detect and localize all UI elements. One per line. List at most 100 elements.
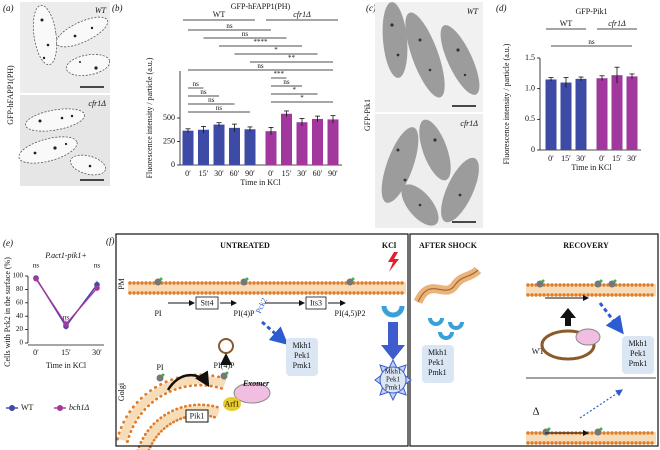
lipid-head: [618, 293, 622, 297]
phosphate: [599, 427, 603, 431]
significance-label: ns: [200, 88, 207, 96]
phosphate: [161, 373, 165, 377]
phosphate: [599, 279, 603, 283]
lipid-head: [590, 283, 594, 287]
lipid-head: [220, 281, 224, 285]
legend-label: cfr1Δ: [293, 10, 311, 19]
lipid-head: [304, 281, 308, 285]
lipid-head: [208, 291, 212, 295]
lipid-head: [308, 291, 312, 295]
lipid-head: [332, 291, 336, 295]
significance-label: ns: [33, 262, 40, 270]
significance-label: ns: [283, 78, 290, 86]
enzyme-label: Its3: [310, 298, 322, 307]
lipid-head: [144, 291, 148, 295]
lipid-head: [182, 415, 186, 419]
lipid-head: [288, 291, 292, 295]
lipid: [220, 372, 228, 380]
x-tick-label: 90′: [245, 169, 255, 178]
lipid-head: [578, 293, 582, 297]
membrane: [526, 432, 656, 444]
lipid-head: [128, 291, 132, 295]
lipid-head: [594, 441, 598, 445]
lipid-head: [594, 293, 598, 297]
lipid-head: [168, 291, 172, 295]
lipid-head: [144, 281, 148, 285]
protein-label: Pmk1: [629, 359, 648, 368]
lipid-head: [176, 281, 180, 285]
lipid-head: [209, 384, 213, 388]
lipid-head: [184, 291, 188, 295]
y-tick-label: 60: [16, 298, 24, 306]
lipid-head: [590, 293, 594, 297]
lipid-head: [236, 281, 240, 285]
lipid-head: [200, 291, 204, 295]
lipid-head: [192, 281, 196, 285]
lipid-head: [646, 431, 650, 435]
y-tick-label: 0: [20, 339, 24, 347]
lipid-head: [638, 441, 642, 445]
lipid-head: [236, 291, 240, 295]
panel-label: (a): [3, 3, 14, 13]
lipid-head: [168, 281, 172, 285]
lipid-head: [211, 374, 215, 378]
protein-label: Pek1: [630, 349, 646, 358]
lipid-head: [284, 281, 288, 285]
lipid-head: [526, 283, 530, 287]
y-axis-label: Fluorescence intensity / particle (a.u.): [145, 57, 154, 178]
lipid-head: [300, 281, 304, 285]
lipid-head: [530, 283, 534, 287]
lipid-head: [606, 431, 610, 435]
significance-label: ns: [226, 22, 233, 30]
lipid-head: [546, 283, 550, 287]
lipid-head: [264, 291, 268, 295]
significance-label: *: [300, 94, 304, 102]
lipid-head: [618, 431, 622, 435]
lipid-head: [638, 431, 642, 435]
lipid-head: [610, 293, 614, 297]
micrograph-a: WT cfr1Δ GFP-hFAPP1(PH): [6, 2, 111, 186]
lipid-head: [276, 291, 280, 295]
lipid-head: [630, 293, 634, 297]
lipid-head: [646, 283, 650, 287]
bar: [213, 124, 225, 165]
lipid: [594, 280, 602, 288]
image: [20, 2, 110, 93]
protein-label: Pmk1: [428, 368, 447, 377]
lipid-head: [578, 441, 582, 445]
lipid-head: [180, 281, 184, 285]
chart-title: GFP-Pik1: [575, 7, 607, 16]
lipid-head: [650, 431, 654, 435]
lipid-head: [312, 281, 316, 285]
y-tick-label: 1.5: [525, 53, 535, 62]
lipid-head: [534, 431, 538, 435]
lipid-head: [388, 281, 392, 285]
charts: GFP-hFAPP1(PH) 0 250 500 Fluorescence intens…: [3, 2, 641, 412]
lipid-head: [215, 405, 219, 409]
legend-label: WT: [21, 403, 34, 412]
lipid-label: PI(4,5)P2: [335, 309, 366, 318]
lipid: [608, 280, 616, 288]
lipid-head: [352, 291, 356, 295]
bar: [611, 75, 623, 150]
lipid-head: [188, 404, 192, 408]
lipid-head: [622, 441, 626, 445]
lipid-head: [610, 441, 614, 445]
lipid-head: [550, 283, 554, 287]
diagram: [115, 233, 659, 447]
lipid-head: [380, 291, 384, 295]
lipid-head: [220, 291, 224, 295]
lipid-head: [192, 403, 197, 407]
significance-label: **: [288, 54, 296, 62]
lipid-head: [650, 293, 654, 297]
x-tick-label: 60′: [230, 169, 240, 178]
lipid-head: [160, 291, 164, 295]
lipid-head: [602, 283, 606, 287]
lipid-head: [252, 281, 256, 285]
y-tick-label: 40: [16, 312, 24, 320]
lipid-head: [606, 441, 610, 445]
lipid-head: [183, 384, 187, 389]
lipid-head: [650, 441, 654, 445]
lipid: [346, 278, 354, 286]
lipid-head: [614, 441, 618, 445]
